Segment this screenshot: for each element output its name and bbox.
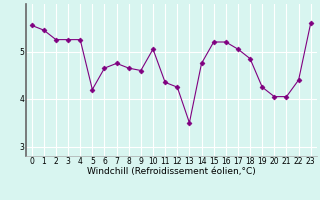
X-axis label: Windchill (Refroidissement éolien,°C): Windchill (Refroidissement éolien,°C) xyxy=(87,167,256,176)
